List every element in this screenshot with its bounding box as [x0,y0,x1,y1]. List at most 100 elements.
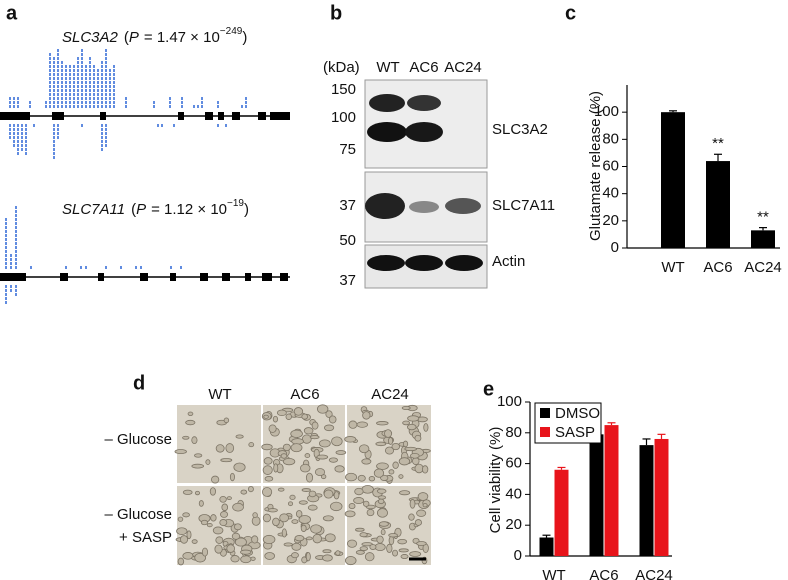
cell [355,550,365,555]
cell [291,552,299,559]
cell [231,532,241,540]
cell [388,437,394,445]
cell [407,423,417,431]
cell [322,554,333,562]
exon [170,273,176,281]
cell [298,515,312,524]
bar [654,438,669,556]
x-tick-label: WT [542,567,565,580]
cell [176,527,188,535]
panel-label: d [133,372,145,394]
cell [214,544,223,554]
cell [233,462,246,472]
exon [258,112,266,120]
error-bar [657,433,666,439]
lane-label: AC24 [444,59,482,76]
cell [322,515,334,522]
cell [409,551,422,557]
cell [348,420,358,429]
cell [361,485,374,494]
cell [201,547,209,557]
annotation: ** [712,135,724,152]
cell [304,453,311,458]
y-axis-label: Cell viability (%) [487,427,504,534]
cell [334,465,345,473]
y-tick-label: 100 [497,393,522,410]
y-tick-label: 20 [602,212,619,229]
y-tick-label: 20 [505,516,522,533]
p-var: P [129,29,139,46]
band [445,198,481,214]
cell [180,535,189,544]
cell [328,457,338,463]
cell [281,528,287,538]
cell [402,440,409,448]
p-open: ( [124,29,129,46]
cell [285,413,292,420]
cell [233,523,242,531]
cell [200,519,209,526]
cell [182,512,190,518]
cell [191,463,205,469]
panel-label: c [565,2,576,24]
cell [206,522,213,528]
cell [323,424,335,432]
p-close: ) [242,29,247,46]
bar [639,445,654,556]
error-bar [607,422,616,426]
cell [186,530,192,540]
cell [298,500,308,505]
marker-label: 100 [331,109,356,126]
y-tick-label: 60 [505,455,522,472]
cell [404,446,417,452]
cell [369,544,377,550]
cell [234,537,247,547]
cell [306,536,313,541]
cell [377,498,385,505]
cell [250,556,256,561]
legend-swatch [540,408,550,418]
cell [212,526,224,535]
cell [187,411,194,416]
cell [283,542,293,547]
cell [198,500,204,507]
cell [374,543,386,552]
unit-label: (kDa) [323,59,360,76]
cell [378,521,389,527]
exon [205,112,213,120]
micrograph [177,405,261,483]
cell [279,513,289,523]
p-close: ) [244,201,249,218]
cell [280,453,288,459]
row-label: – Glucose [104,506,172,523]
cell [219,519,228,527]
cell [359,532,368,538]
track-title: SLC3A2 (P = 1.47 × 10−249) [62,26,247,46]
exon [0,273,26,281]
y-tick-label: 0 [514,547,522,564]
legend-swatch [540,427,550,437]
cell [247,486,254,493]
cell [331,436,343,447]
lane-label: AC6 [409,59,438,76]
exon [98,273,104,281]
cell [346,539,358,548]
cell [344,510,356,518]
cell [229,472,235,482]
cell [293,407,304,416]
cell [194,490,201,496]
band [405,122,443,142]
y-tick-label: 80 [505,424,522,441]
cell [421,465,429,474]
cell [210,514,217,522]
exon [270,112,290,120]
cell [357,474,366,482]
bar [604,425,619,556]
band [367,255,405,271]
error-bar [714,153,722,162]
cell [262,465,273,475]
exon [218,112,224,120]
error-bar [759,227,767,231]
cell [232,502,244,512]
cell [362,500,370,507]
